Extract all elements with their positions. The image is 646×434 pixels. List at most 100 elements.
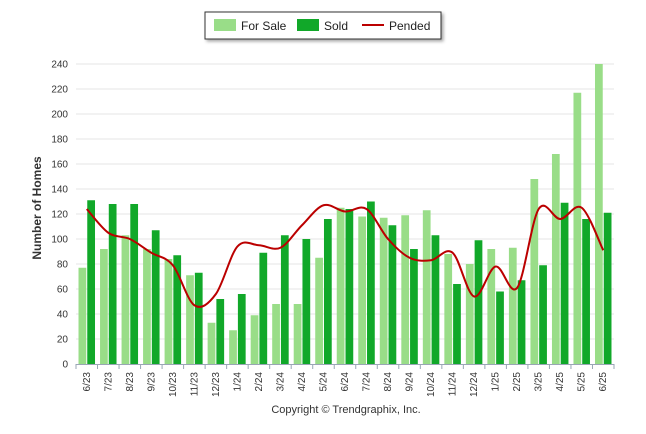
bar-for-sale <box>487 249 496 364</box>
x-tick-label: 9/24 <box>405 372 416 392</box>
bar-for-sale <box>422 210 431 364</box>
bar-sold <box>108 204 117 364</box>
bar-for-sale <box>315 257 323 364</box>
bar-sold <box>603 212 612 364</box>
legend-label-sold: Sold <box>324 19 348 33</box>
y-tick-label: 200 <box>51 110 68 121</box>
y-axis: 0 20 40 60 80 100 120 140 160 180 200 220 240 <box>51 60 68 371</box>
bar-for-sale <box>508 247 517 364</box>
bar-for-sale <box>164 259 173 364</box>
bar-sold <box>173 255 182 364</box>
bar-sold <box>496 291 504 364</box>
bar-sold <box>323 219 332 364</box>
bar-sold <box>517 280 526 364</box>
y-axis-title: Number of Homes <box>30 156 44 260</box>
legend: For Sale Sold Pended <box>204 11 442 40</box>
x-tick-label: 4/25 <box>555 372 566 392</box>
bar-for-sale <box>207 322 216 364</box>
bar-sold <box>280 235 289 364</box>
legend-box <box>204 11 442 40</box>
bar-for-sale <box>121 235 130 364</box>
x-tick-label: 6/25 <box>598 372 609 392</box>
y-tick-label: 40 <box>57 310 69 321</box>
x-tick-label: 6/24 <box>340 372 351 392</box>
x-tick-label: 6/23 <box>82 372 93 392</box>
bar-sold <box>194 272 203 364</box>
x-tick-label: 2/25 <box>512 372 523 392</box>
x-tick-label: 12/24 <box>469 372 480 397</box>
copyright-text: Copyright © Trendgraphix, Inc. <box>271 404 420 416</box>
bar-sold <box>259 252 268 364</box>
bar-sold <box>388 225 397 364</box>
bar-for-sale <box>594 64 603 364</box>
bar-sold <box>560 202 569 364</box>
bar-for-sale <box>379 217 388 364</box>
bar-for-sale <box>78 267 87 364</box>
bar-for-sale <box>250 315 259 364</box>
x-tick-label: 10/24 <box>426 372 437 397</box>
bar-sold <box>582 219 590 364</box>
x-tick-label: 8/24 <box>383 372 394 392</box>
pended-line <box>86 203 605 308</box>
y-tick-label: 120 <box>51 210 68 221</box>
legend-label-pended: Pended <box>389 19 430 33</box>
bar-for-sale <box>229 330 237 364</box>
bar-for-sale <box>530 179 539 364</box>
bar-for-sale <box>444 254 453 364</box>
bar-sold <box>367 201 375 364</box>
x-tick-label: 7/23 <box>103 372 114 392</box>
bar-for-sale <box>573 92 582 364</box>
bar-sold <box>237 294 246 364</box>
x-tick-label: 1/24 <box>232 372 243 392</box>
bar-sold <box>302 239 311 364</box>
x-tick-label: 5/25 <box>577 372 588 392</box>
y-tick-label: 0 <box>62 360 68 371</box>
x-tick-label: 3/25 <box>534 372 545 392</box>
y-tick-label: 100 <box>51 235 68 246</box>
bar-sold <box>130 204 139 364</box>
bar-for-sale <box>465 264 474 364</box>
bar-sold <box>453 284 461 364</box>
x-tick-label: 9/23 <box>146 372 157 392</box>
bars <box>78 64 612 364</box>
legend-swatch-for-sale <box>214 19 236 31</box>
bar-sold <box>539 265 547 364</box>
bar-sold <box>474 240 483 364</box>
x-tick-label: 4/24 <box>297 372 308 392</box>
y-tick-label: 140 <box>51 185 68 196</box>
bar-sold <box>410 249 418 364</box>
bar-for-sale <box>293 304 302 364</box>
bar-sold <box>431 235 440 364</box>
x-tick-label: 10/23 <box>168 372 179 397</box>
bar-for-sale <box>551 154 560 364</box>
y-tick-label: 20 <box>57 335 69 346</box>
x-tick-label: 1/25 <box>491 372 502 392</box>
bar-for-sale <box>272 304 280 364</box>
x-tick-label: 7/24 <box>362 372 373 392</box>
x-axis: 6/23 7/23 8/23 9/23 10/23 11/23 12/23 1/24 2/24 3… <box>75 364 615 397</box>
bar-sold <box>216 299 225 364</box>
bar-for-sale <box>143 249 151 364</box>
bar-for-sale <box>401 215 410 364</box>
bar-for-sale <box>100 249 108 364</box>
y-tick-label: 220 <box>51 85 68 96</box>
y-tick-label: 240 <box>51 60 68 71</box>
y-tick-label: 60 <box>57 285 69 296</box>
x-tick-label: 3/24 <box>275 372 286 392</box>
bar-for-sale <box>186 275 194 364</box>
y-tick-label: 80 <box>57 260 69 271</box>
x-tick-label: 5/24 <box>318 372 329 392</box>
legend-swatch-sold <box>297 19 319 31</box>
bar-sold <box>151 230 160 364</box>
bar-sold <box>345 209 354 364</box>
x-tick-label: 12/23 <box>211 372 222 397</box>
y-tick-label: 160 <box>51 160 68 171</box>
x-tick-label: 11/24 <box>448 372 459 397</box>
x-tick-label: 8/23 <box>125 372 136 392</box>
legend-label-for-sale: For Sale <box>241 19 287 33</box>
bar-for-sale <box>358 216 367 364</box>
x-tick-label: 2/24 <box>254 372 265 392</box>
line-pended <box>86 203 605 308</box>
bar-sold <box>87 200 96 364</box>
x-tick-label: 11/23 <box>189 372 200 397</box>
